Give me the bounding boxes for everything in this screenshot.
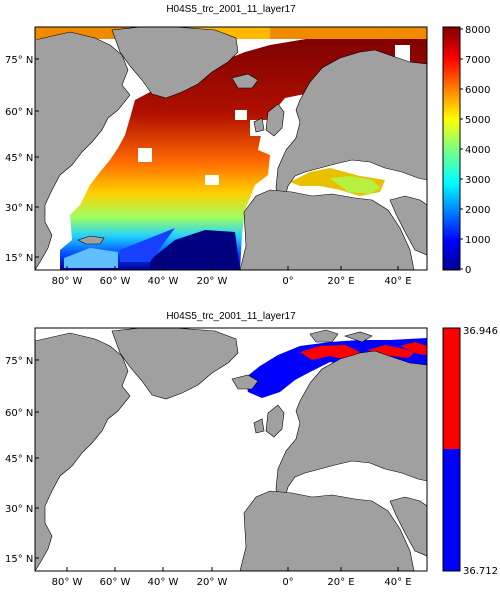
colorbar-tick: 3000 [465,175,490,186]
map-frame-bottom [34,327,428,572]
y-tick-label: 45° N [5,153,33,164]
x-tick-label: 20° E [327,577,354,588]
x-axis-labels-top: 80° W 60° W 40° W 20° W 0° 20° E 40° E [52,276,412,287]
x-tick-label: 80° W [52,577,83,588]
land-masses [35,328,427,571]
colorbar-tick: 1000 [465,235,490,246]
colorbar-tick: 7000 [465,55,490,66]
map-title-top: H04S5_trc_2001_11_layer17 [166,4,296,15]
y-tick-label: 60° N [5,107,33,118]
x-tick-label: 40° W [148,276,179,287]
y-tick-label: 15° N [5,554,33,565]
y-axis-labels-top: 75° N 60° N 45° N 30° N 15° N [5,55,33,264]
colorbar-top: 8000 7000 6000 5000 4000 3000 2000 1000 … [442,25,490,276]
map-title-bottom: H04S5_trc_2001_11_layer17 [166,311,296,322]
y-tick-label: 30° N [5,203,33,214]
map-panel-bottom [34,327,428,572]
x-tick-label: 40° W [148,577,179,588]
x-tick-label: 20° W [197,577,228,588]
x-axis-labels-bottom: 80° W 60° W 40° W 20° W 0° 20° E 40° E [52,577,412,588]
x-tick-label: 40° E [384,577,411,588]
y-tick-label: 75° N [5,55,33,66]
map-frame-top [34,26,428,271]
x-tick-label: 20° W [197,276,228,287]
colorbar-min-label: 36.712 [463,566,498,577]
colorbar-tick: 4000 [465,145,490,156]
y-tick-label: 75° N [5,356,33,367]
x-tick-label: 0° [282,276,293,287]
x-tick-label: 60° W [100,276,131,287]
y-tick-label: 45° N [5,454,33,465]
y-tick-label: 15° N [5,253,33,264]
y-tick-label: 60° N [5,408,33,419]
tick-marks-top [35,58,399,270]
colorbar-tick: 6000 [465,85,490,96]
x-tick-label: 40° E [384,276,411,287]
x-tick-label: 0° [282,577,293,588]
land-masses [35,27,427,270]
x-tick-label: 20° E [327,276,354,287]
y-axis-labels-bottom: 75° N 60° N 45° N 30° N 15° N [5,356,33,565]
tick-marks-bottom [35,359,399,571]
y-tick-label: 30° N [5,504,33,515]
colorbar-tick: 0 [465,265,471,276]
colorbar-bottom: 36.946 36.712 [442,326,498,577]
colorbar-tick: 5000 [465,115,490,126]
colorbar-max-label: 36.946 [463,326,498,337]
x-tick-label: 60° W [100,577,131,588]
colorbar-tick: 8000 [465,25,490,36]
x-tick-label: 80° W [52,276,83,287]
colorbar-tick: 2000 [465,205,490,216]
map-panel-top [34,26,428,271]
